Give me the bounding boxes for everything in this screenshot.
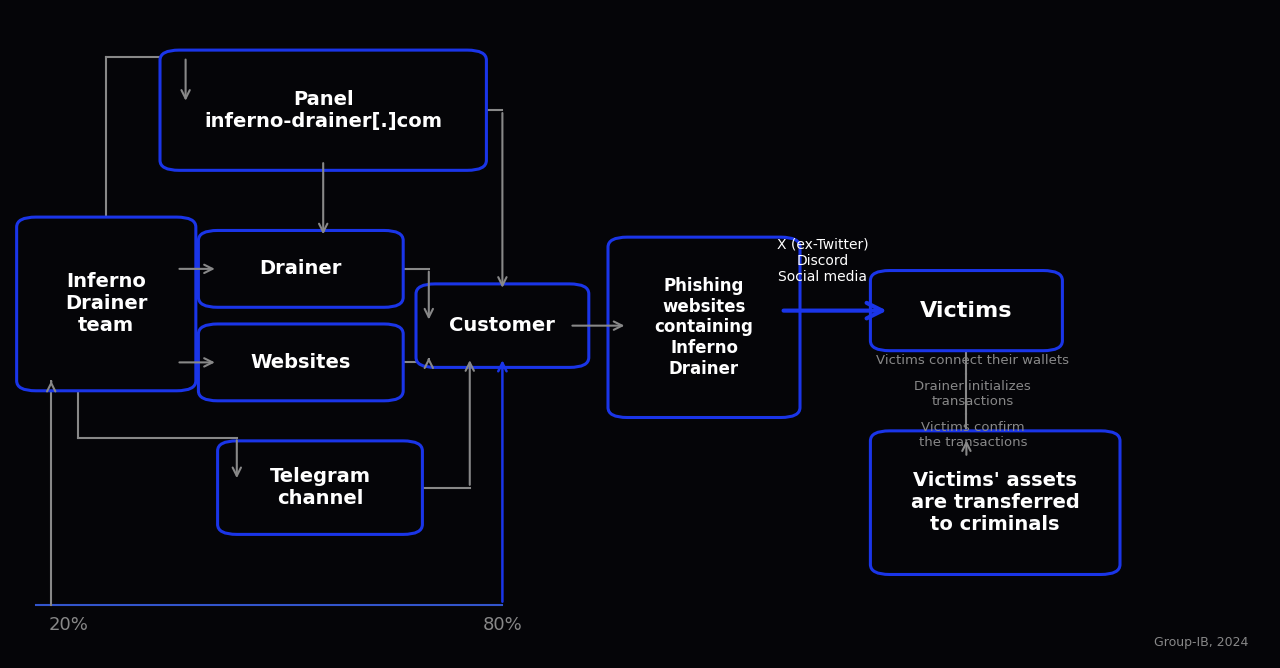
Text: Websites: Websites [251, 353, 351, 372]
Text: Victims connect their wallets: Victims connect their wallets [877, 354, 1069, 367]
FancyBboxPatch shape [198, 324, 403, 401]
Text: Group-IB, 2024: Group-IB, 2024 [1153, 637, 1248, 649]
Text: Customer: Customer [449, 316, 556, 335]
Text: Telegram
channel: Telegram channel [270, 467, 370, 508]
Text: Drainer initializes
transactions: Drainer initializes transactions [914, 380, 1032, 408]
Text: Victims: Victims [920, 301, 1012, 321]
Text: 80%: 80% [484, 616, 524, 633]
FancyBboxPatch shape [416, 284, 589, 367]
Text: Victims confirm
the transactions: Victims confirm the transactions [919, 421, 1027, 448]
FancyBboxPatch shape [160, 50, 486, 170]
Text: Inferno
Drainer
team: Inferno Drainer team [65, 273, 147, 335]
FancyBboxPatch shape [218, 441, 422, 534]
Text: X (ex-Twitter)
Discord
Social media: X (ex-Twitter) Discord Social media [777, 238, 868, 284]
FancyBboxPatch shape [198, 230, 403, 307]
Text: Drainer: Drainer [260, 259, 342, 279]
Text: Phishing
websites
containing
Inferno
Drainer: Phishing websites containing Inferno Dra… [654, 277, 754, 378]
FancyBboxPatch shape [17, 217, 196, 391]
Text: 20%: 20% [49, 616, 88, 633]
FancyBboxPatch shape [870, 431, 1120, 574]
Text: Victims' assets
are transferred
to criminals: Victims' assets are transferred to crimi… [911, 471, 1079, 534]
Text: Panel
inferno-drainer[.]com: Panel inferno-drainer[.]com [205, 90, 442, 131]
FancyBboxPatch shape [608, 237, 800, 418]
FancyBboxPatch shape [870, 271, 1062, 351]
